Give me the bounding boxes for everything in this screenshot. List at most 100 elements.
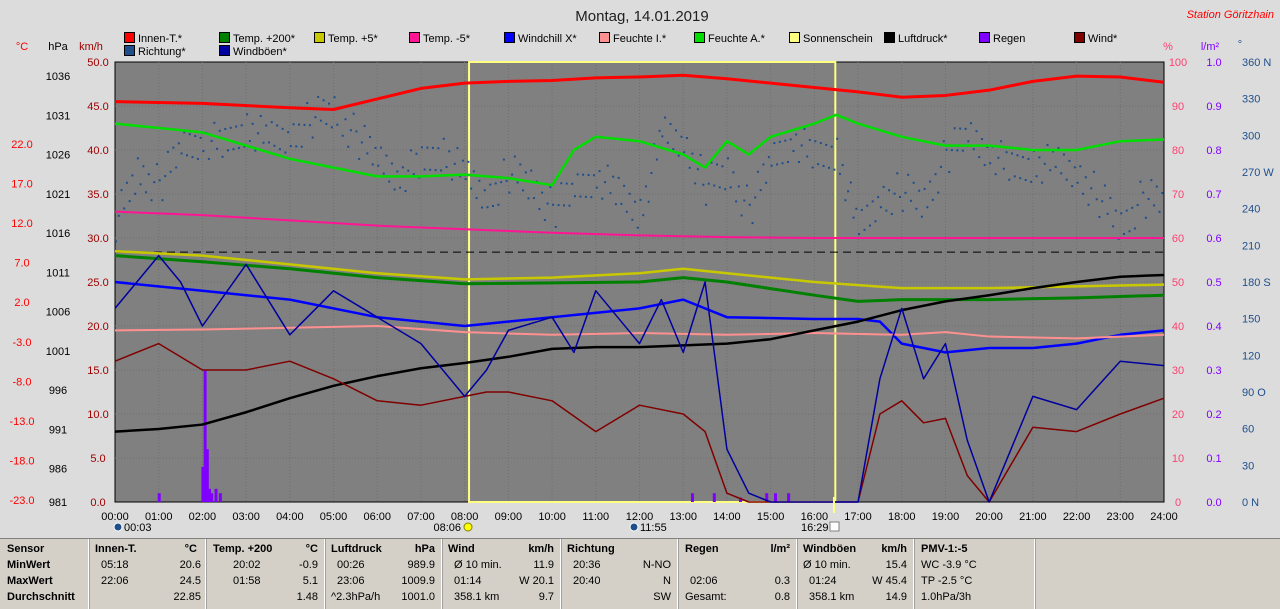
direction-point — [147, 173, 150, 176]
direction-point — [131, 174, 134, 177]
direction-point — [1073, 166, 1076, 169]
direction-point — [885, 209, 888, 212]
direction-point — [677, 154, 680, 157]
stats-richtung: Richtung 20:36 N-NO 20:40 N SW — [560, 539, 677, 609]
axis-tick-hour: 22:00 — [1063, 511, 1091, 523]
direction-point — [155, 163, 158, 166]
direction-point — [972, 148, 975, 151]
legend-swatch — [979, 32, 990, 43]
stats-temp200: Temp. +200 °C 20:02 -0.9 01:58 5.1 1.48 — [205, 539, 324, 609]
direction-point — [811, 166, 814, 169]
stats-boeen-distance: 358.1 km — [809, 591, 855, 603]
direction-point — [505, 179, 508, 182]
direction-point — [718, 186, 721, 189]
direction-point — [863, 228, 866, 231]
direction-point — [726, 157, 729, 160]
direction-point — [950, 149, 953, 152]
direction-point — [136, 157, 139, 160]
legend-item: Regen — [979, 32, 1025, 45]
direction-point — [1155, 185, 1158, 188]
legend-item: Innen-T.* — [124, 32, 182, 45]
direction-point — [1068, 159, 1071, 162]
direction-point — [1090, 187, 1093, 190]
legend-label: Regen — [993, 33, 1026, 45]
direction-point — [412, 173, 415, 176]
direction-point — [994, 173, 997, 176]
stats-innen-min-time: 05:18 — [101, 559, 129, 571]
direction-point — [636, 226, 639, 229]
stats-richtung-title: Richtung — [567, 543, 615, 555]
axis-tick-pct: 20 — [1172, 409, 1184, 421]
direction-point — [915, 207, 918, 210]
direction-point — [620, 202, 623, 205]
direction-point — [1144, 216, 1147, 219]
axis-unit-deg: ° — [1238, 39, 1242, 51]
axis-tick-rain: 0.7 — [1206, 189, 1221, 201]
axis-tick-celsius: 2.0 — [14, 297, 29, 309]
direction-point — [735, 200, 738, 203]
rain-bar — [201, 466, 205, 502]
direction-point — [404, 190, 407, 193]
direction-point — [306, 102, 309, 105]
axis-tick-hour: 10:00 — [538, 511, 566, 523]
direction-point — [330, 126, 333, 129]
direction-point — [259, 115, 262, 118]
direction-point — [565, 182, 568, 185]
axis-tick-hour: 19:00 — [932, 511, 960, 523]
stats-boeen-avg-val: 14.9 — [885, 591, 907, 603]
stats-luft-avg-val: 1001.0 — [401, 591, 435, 603]
axis-tick-hour: 23:00 — [1107, 511, 1135, 523]
direction-point — [538, 208, 541, 211]
direction-point — [451, 178, 454, 181]
axis-tick-hpa: 996 — [49, 385, 67, 397]
axis-tick-deg: 180 S — [1242, 277, 1271, 289]
rain-bar — [203, 370, 207, 502]
direction-point — [658, 129, 661, 132]
axis-tick-rain: 0.1 — [1206, 453, 1221, 465]
stats-luft-min-time: 00:26 — [337, 559, 365, 571]
direction-point — [169, 170, 172, 173]
axis-tick-pct: 100 — [1169, 57, 1187, 69]
axis-tick-deg: 30 — [1242, 460, 1254, 472]
direction-point — [931, 198, 934, 201]
direction-point — [254, 149, 257, 152]
direction-point — [325, 122, 328, 125]
axis-tick-hpa: 1006 — [46, 307, 70, 319]
direction-point — [1038, 156, 1041, 159]
direction-point — [117, 214, 120, 217]
direction-point — [1112, 225, 1115, 228]
direction-point — [975, 130, 978, 133]
direction-point — [715, 163, 718, 166]
series-line-temp-5 — [114, 210, 1164, 239]
direction-point — [377, 164, 380, 167]
direction-point — [617, 176, 620, 179]
direction-point — [243, 145, 246, 148]
direction-point — [923, 187, 926, 190]
direction-point — [806, 155, 809, 158]
direction-point — [858, 233, 861, 236]
direction-point — [453, 162, 456, 165]
direction-point — [186, 154, 189, 157]
direction-point — [292, 123, 295, 126]
direction-point — [1084, 176, 1087, 179]
direction-point — [937, 191, 940, 194]
legend-item: Temp. +200* — [219, 32, 295, 45]
direction-point — [207, 157, 210, 160]
axis-tick-kmh: 20.0 — [87, 321, 108, 333]
stats-innen-max-time: 22:06 — [101, 575, 129, 587]
direction-point — [672, 148, 675, 151]
direction-point — [232, 148, 235, 151]
axis-tick-pct: 40 — [1172, 321, 1184, 333]
legend-label: Luftdruck* — [898, 33, 948, 45]
axis-tick-hpa: 1026 — [46, 150, 70, 162]
legend-label: Windböen* — [233, 46, 287, 58]
direction-point — [273, 144, 276, 147]
direction-point — [1062, 153, 1065, 156]
chart-title: Montag, 14.01.2019 — [575, 8, 708, 25]
axis-tick-rain: 0.9 — [1206, 101, 1221, 113]
direction-point — [172, 146, 175, 149]
stats-luft-max-val: 1009.9 — [401, 575, 435, 587]
direction-point — [849, 181, 852, 184]
direction-point — [497, 203, 500, 206]
direction-point — [188, 133, 191, 136]
